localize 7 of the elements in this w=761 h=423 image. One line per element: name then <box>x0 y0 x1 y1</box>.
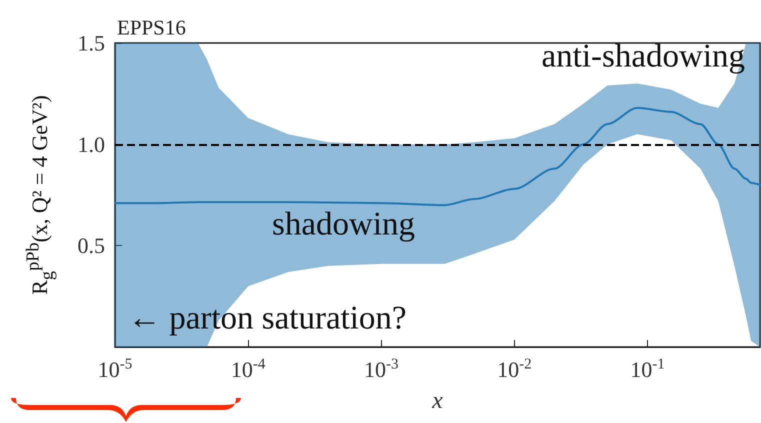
y-tick-label: 0.5 <box>78 233 105 258</box>
x-axis-title: x <box>431 388 444 414</box>
chart-title: EPPS16 <box>117 16 186 40</box>
annotation: shadowing <box>272 206 415 242</box>
y-tick-label: 1.5 <box>78 30 105 56</box>
annotation: anti-shadowing <box>542 38 746 74</box>
y-tick-label: 1.0 <box>78 132 105 157</box>
